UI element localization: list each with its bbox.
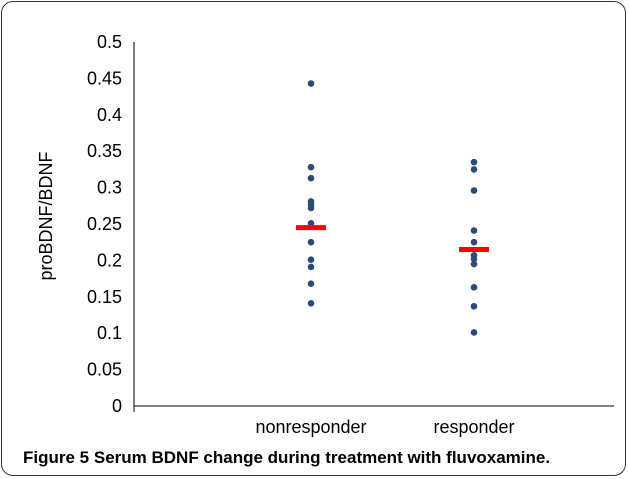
scatter-chart: 0 0.05 0.1 0.15 0.2 0.25 0.3 0.35 0.4 0.45 0.5 non… bbox=[36, 32, 614, 437]
data-point bbox=[470, 284, 478, 291]
x-category-label: nonresponder bbox=[255, 417, 366, 437]
data-point bbox=[470, 260, 478, 268]
axes bbox=[133, 42, 614, 412]
y-tick-label: 0.2 bbox=[97, 250, 122, 270]
data-point bbox=[307, 80, 315, 87]
y-tick-label: 0 bbox=[112, 396, 122, 416]
data-point bbox=[470, 329, 478, 336]
y-tick-label: 0.25 bbox=[87, 214, 122, 234]
y-tick-label: 0.45 bbox=[87, 68, 122, 88]
figure-title: Serum BDNF change during treatment with … bbox=[93, 448, 551, 467]
data-point bbox=[307, 163, 315, 171]
x-categories: nonresponder responder bbox=[255, 417, 514, 437]
y-tick-label: 0.1 bbox=[97, 323, 122, 343]
data-point bbox=[470, 227, 478, 234]
figure-label: Figure 5 bbox=[23, 448, 90, 467]
y-tick-label: 0.05 bbox=[87, 360, 122, 380]
y-tick-label: 0.5 bbox=[97, 32, 122, 52]
data-point bbox=[307, 300, 315, 307]
data-point bbox=[470, 158, 478, 166]
y-tick-label: 0.35 bbox=[87, 141, 122, 161]
y-tick-label: 0.4 bbox=[97, 105, 122, 125]
x-category-label: responder bbox=[433, 417, 514, 437]
data-point bbox=[307, 238, 315, 246]
data-point bbox=[470, 166, 478, 173]
data-point bbox=[307, 219, 315, 227]
data-point bbox=[470, 187, 478, 194]
data-point bbox=[307, 204, 315, 212]
figure-caption: Figure 5 Serum BDNF change during treatm… bbox=[23, 448, 550, 468]
data-point bbox=[470, 302, 478, 310]
y-axis-label: proBDNF/BDNF bbox=[36, 151, 56, 280]
y-ticks: 0 0.05 0.1 0.15 0.2 0.25 0.3 0.35 0.4 0.45 0.5 bbox=[87, 32, 122, 416]
data-point bbox=[470, 255, 478, 263]
data-point bbox=[307, 256, 315, 263]
data-point bbox=[307, 263, 315, 271]
data-points bbox=[307, 80, 478, 336]
data-point bbox=[470, 238, 478, 246]
data-point bbox=[307, 174, 315, 182]
data-point bbox=[307, 280, 315, 287]
median-markers bbox=[296, 225, 489, 252]
y-tick-label: 0.3 bbox=[97, 178, 122, 198]
y-tick-label: 0.15 bbox=[87, 287, 122, 307]
